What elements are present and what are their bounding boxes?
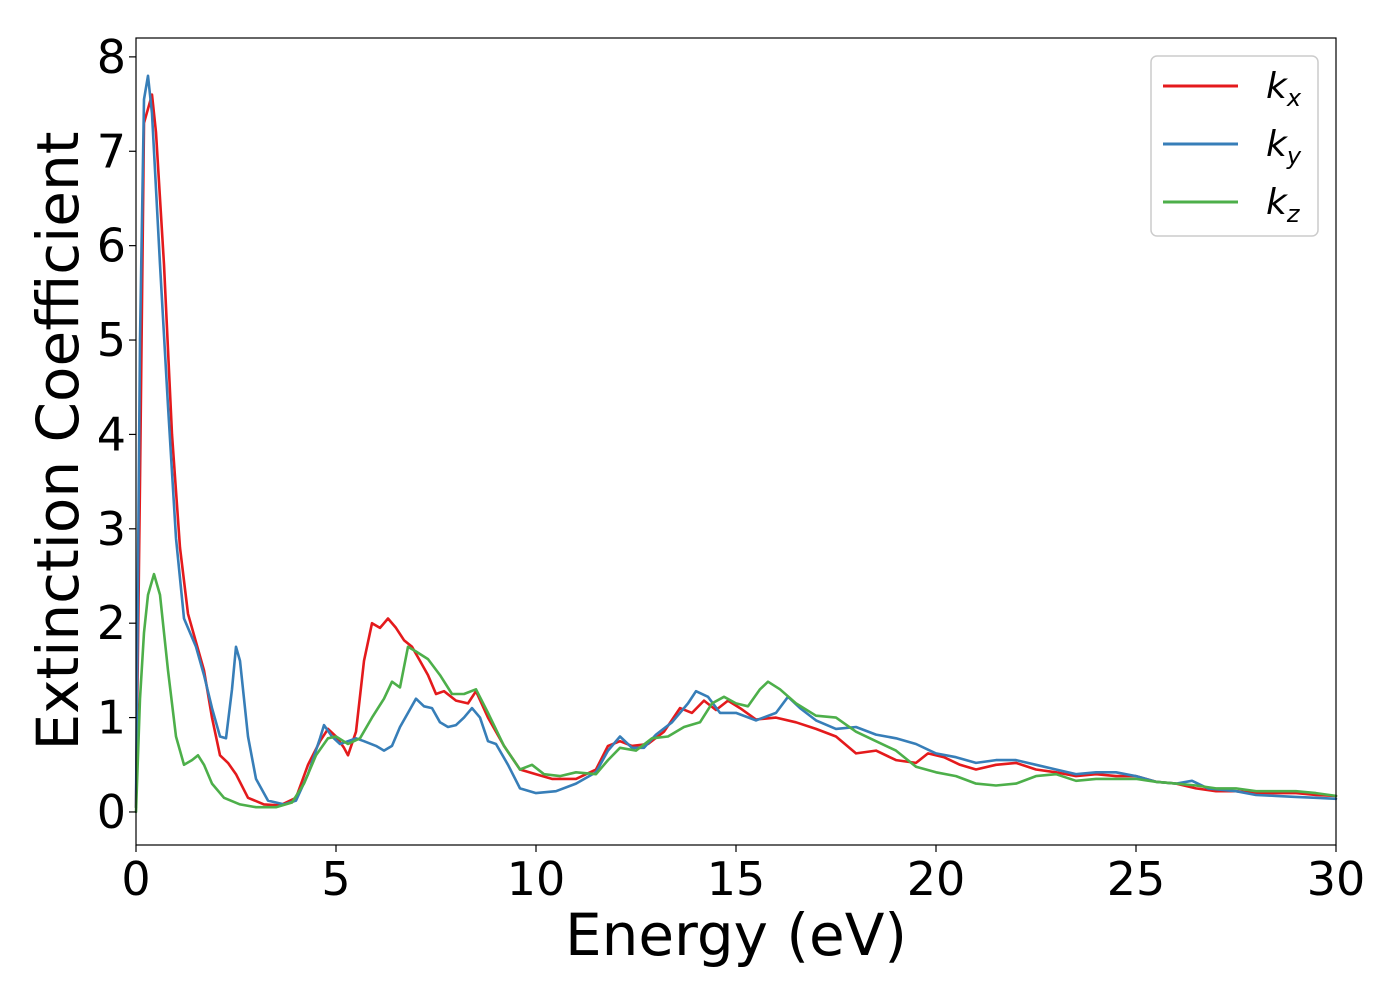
y-tick-label: 8: [97, 30, 126, 84]
y-tick-label: 0: [97, 785, 126, 839]
y-tick-label: 7: [97, 124, 126, 178]
y-tick-label: 2: [97, 596, 126, 650]
legend: kx ky kz: [1150, 55, 1319, 237]
legend-entries: kx ky kz: [1163, 66, 1302, 228]
series-layer: [134, 74, 1338, 814]
x-tick-label: 10: [507, 852, 566, 906]
x-tick-label: 25: [1107, 852, 1166, 906]
y-tick-label: 6: [97, 219, 126, 273]
x-tick-label: 15: [707, 852, 766, 906]
x-axis-ticks: 0 5 10 15 20 25 30: [121, 845, 1365, 906]
legend-box: [1150, 55, 1319, 237]
legend-label-y: ky: [1266, 124, 1302, 170]
x-tick-label: 20: [907, 852, 966, 906]
series-line-z: [134, 572, 1338, 814]
x-tick-label: 30: [1307, 852, 1366, 906]
x-tick-label: 5: [321, 852, 350, 906]
x-axis-title: Energy (eV): [565, 901, 907, 969]
legend-label-x: kx: [1266, 66, 1302, 112]
y-tick-label: 1: [97, 691, 126, 745]
series-line-y: [134, 74, 1338, 809]
y-axis-title: Extinction Coefficient: [24, 132, 92, 751]
y-tick-label: 5: [97, 313, 126, 367]
y-axis-ticks: 0 1 2 3 4 5 6 7 8: [97, 30, 136, 839]
series-line-x: [134, 93, 1338, 809]
y-tick-label: 4: [97, 407, 126, 461]
x-tick-label: 0: [121, 852, 150, 906]
legend-label-z: kz: [1266, 182, 1301, 228]
y-tick-label: 3: [97, 502, 126, 556]
